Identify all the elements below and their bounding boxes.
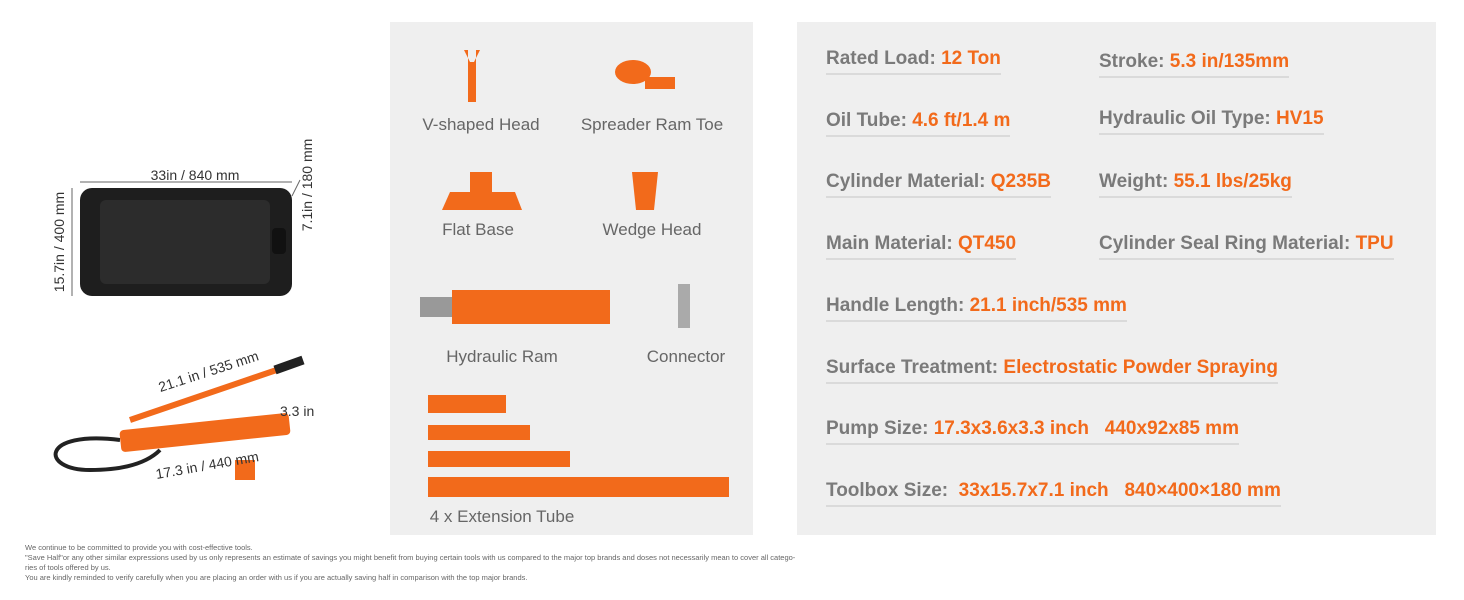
accessories-panel xyxy=(390,22,753,535)
spec-item: Cylinder Material: Q235B xyxy=(826,171,1051,198)
accessory-label: Wedge Head xyxy=(602,220,702,239)
coupler xyxy=(235,460,255,480)
spec-value: 4.6 ft/1.4 m xyxy=(912,110,1011,131)
spec-value: Q235B xyxy=(990,171,1051,192)
spec-label: Stroke: xyxy=(1099,51,1170,72)
disclaimer-line: ries of tools offered by us. xyxy=(25,563,111,572)
accessory-label: Connector xyxy=(646,347,726,366)
spec-item: Cylinder Seal Ring Material: TPU xyxy=(1099,233,1394,260)
accessory-label: Spreader Ram Toe xyxy=(580,115,724,134)
spec-label: Oil Tube: xyxy=(826,110,913,131)
spec-item: Surface Treatment: Electrostatic Powder … xyxy=(826,357,1278,384)
disclaimer-line: We continue to be committed to provide y… xyxy=(25,543,253,552)
spec-value: HV15 xyxy=(1276,108,1324,129)
specs-panel xyxy=(797,22,1436,535)
ram-end xyxy=(420,297,452,317)
v-head xyxy=(464,50,480,102)
spec-value: 33x15.7x7.1 inch 840×400×180 mm xyxy=(958,480,1281,501)
product-drawings: 33in / 840 mm 15.7in / 400 mm 7.1in / 18… xyxy=(51,139,315,482)
spec-label: Cylinder Seal Ring Material: xyxy=(1099,233,1356,254)
spreader-toe xyxy=(645,77,675,89)
spec-item: Handle Length: 21.1 inch/535 mm xyxy=(826,295,1127,322)
flat-base xyxy=(470,172,492,194)
extension-tube xyxy=(428,477,729,497)
disclaimer-line: You are kindly reminded to verify carefu… xyxy=(25,573,528,582)
oil-tube xyxy=(53,436,162,473)
pump-handle xyxy=(129,359,301,423)
hydraulic-ram xyxy=(452,290,610,324)
flat-base xyxy=(442,192,522,210)
toolbox-lid xyxy=(100,200,270,284)
accessory-label: Flat Base xyxy=(442,220,514,239)
extension-tube xyxy=(428,451,570,467)
spec-item: Weight: 55.1 lbs/25kg xyxy=(1099,171,1292,198)
extension-tube xyxy=(428,425,530,440)
spec-label: Handle Length: xyxy=(826,295,970,316)
spec-value: 12 Ton xyxy=(941,48,1001,69)
spec-item: Rated Load: 12 Ton xyxy=(826,48,1001,75)
spec-value: 5.3 in/135mm xyxy=(1169,51,1290,72)
handle-grip xyxy=(273,355,305,375)
spec-item: Oil Tube: 4.6 ft/1.4 m xyxy=(826,110,1011,137)
pump-body xyxy=(119,413,291,452)
spec-value: Electrostatic Powder Spraying xyxy=(1003,357,1278,378)
spec-value: 17.3x3.6x3.3 inch 440x92x85 mm xyxy=(933,418,1239,439)
spec-item: Pump Size: 17.3x3.6x3.3 inch 440x92x85 m… xyxy=(826,418,1239,445)
spec-value: 21.1 inch/535 mm xyxy=(969,295,1127,316)
spec-value: 55.1 lbs/25kg xyxy=(1173,171,1292,192)
spec-item: Toolbox Size: 33x15.7x7.1 inch 840×400×1… xyxy=(826,480,1281,507)
toolbox-depth: 7.1in / 180 mm xyxy=(299,139,315,232)
spec-label: Pump Size: xyxy=(826,418,934,439)
dimension-line xyxy=(291,179,301,197)
spec-label: Toolbox Size: xyxy=(826,480,959,501)
toolbox-handle xyxy=(272,228,286,254)
accessory-label: Hydraulic Ram xyxy=(446,347,558,366)
accessory-drawings xyxy=(420,50,729,497)
wedge-head xyxy=(632,172,658,210)
toolbox-width: 33in / 840 mm xyxy=(151,167,240,183)
spec-value: QT450 xyxy=(957,233,1017,254)
spec-label: Surface Treatment: xyxy=(826,357,1004,378)
spec-label: Main Material: xyxy=(826,233,958,254)
spec-value: TPU xyxy=(1355,233,1394,254)
toolbox-height: 15.7in / 400 mm xyxy=(51,192,67,292)
spec-item: Hydraulic Oil Type: HV15 xyxy=(1099,108,1324,135)
spec-label: Cylinder Material: xyxy=(826,171,991,192)
spreader-toe xyxy=(615,60,651,84)
handle-length: 21.1 in / 535 mm xyxy=(156,348,260,395)
extension-tube xyxy=(428,395,506,413)
spec-label: Weight: xyxy=(1099,171,1174,192)
spec-item: Main Material: QT450 xyxy=(826,233,1017,260)
connector xyxy=(678,284,690,328)
disclaimer-line: "Save Half"or any other similar expressi… xyxy=(25,553,796,562)
accessory-label: 4 x Extension Tube xyxy=(429,507,575,526)
accessory-label: V-shaped Head xyxy=(422,115,540,134)
spec-item: Stroke: 5.3 in/135mm xyxy=(1099,51,1290,78)
pump-height: 3.3 in xyxy=(280,403,314,419)
spec-label: Rated Load: xyxy=(826,48,942,69)
spec-label: Hydraulic Oil Type: xyxy=(1099,108,1277,129)
